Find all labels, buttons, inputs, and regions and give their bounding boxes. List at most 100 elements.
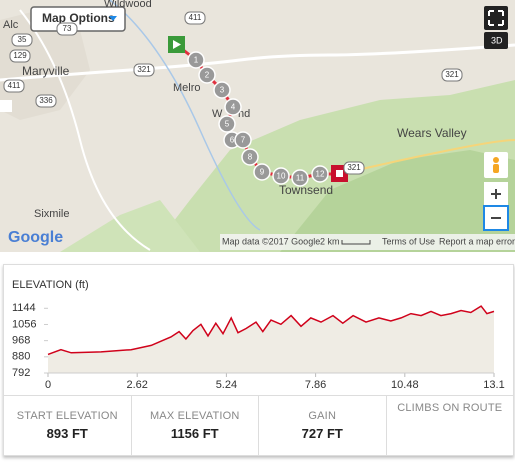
route-shield-label: 411: [189, 13, 202, 22]
route-shield: [343, 161, 365, 175]
map-options-button[interactable]: [30, 6, 126, 32]
dropdown-arrow: [109, 16, 117, 21]
route-marker-label: 4: [231, 103, 236, 112]
scale-label: 2 km: [320, 236, 340, 246]
google-logo: Google: [8, 229, 63, 246]
stat-value: 727 FT: [301, 426, 343, 441]
pegman-body: [493, 164, 499, 173]
start-icon: [173, 40, 181, 49]
x-tick-label: 13.1: [483, 379, 504, 391]
route-marker-label: 7: [241, 136, 246, 145]
y-tick-label: 968: [12, 335, 30, 347]
place-label: Townsend: [279, 183, 333, 197]
road: [0, 43, 515, 82]
route-shield: [35, 94, 57, 108]
route-marker-label: 1: [194, 56, 199, 65]
route-shield-label: 129: [13, 51, 27, 60]
report-link[interactable]: Report a map error: [439, 236, 515, 246]
place-label: Alc: [3, 19, 19, 31]
elevation-chart: ELEVATION (ft) 792 880 968 1056 1144 0 2.62 5.2…: [12, 279, 505, 391]
route-marker[interactable]: [213, 81, 231, 99]
stat: MAX ELEVATION 1156 FT: [132, 396, 259, 456]
route-shield-label: 321: [347, 163, 361, 172]
chart-title: ELEVATION (ft): [12, 279, 89, 291]
stat-value: 1156 FT: [170, 426, 219, 441]
route-marker[interactable]: [198, 66, 216, 84]
stats: START ELEVATION 893 FT MAX ELEVATION 1156 F…: [4, 395, 513, 456]
y-tick-label: 792: [12, 367, 30, 379]
stat: GAIN 727 FT: [259, 396, 387, 456]
route-marker[interactable]: [224, 98, 242, 116]
route-shield-label: 321: [445, 70, 459, 79]
place-label: Wears Valley: [397, 126, 467, 140]
route-marker[interactable]: [187, 51, 205, 69]
route-marker[interactable]: [291, 169, 309, 187]
elevation-area: [48, 306, 494, 373]
place-label: Wildwood: [104, 0, 152, 10]
route-shield-label: 336: [39, 96, 53, 105]
route-shield-label: 321: [137, 65, 151, 74]
route-shield: [184, 11, 206, 25]
x-tick-label: 10.48: [391, 379, 419, 391]
route-shield-label: 35: [18, 35, 27, 44]
forest-area: [60, 200, 200, 252]
3d-label: 3D: [491, 35, 503, 45]
route-marker[interactable]: [241, 148, 259, 166]
y-tick-label: 1056: [12, 318, 36, 330]
end-icon: [336, 170, 343, 177]
3d-button[interactable]: [484, 32, 508, 49]
place-label: Melro: [173, 82, 201, 94]
route-marker[interactable]: [234, 131, 252, 149]
route-shield: [9, 49, 31, 63]
route-marker-label: 3: [220, 86, 225, 95]
map[interactable]: Map Options 3D Map data ©2017 Google 2 k…: [0, 0, 515, 252]
stat-value: 893 FT: [46, 426, 88, 441]
route-shield-label: 411: [8, 81, 21, 90]
map-data: Map data ©2017 Google: [222, 236, 320, 246]
y-tick-label: 1144: [12, 302, 36, 314]
terms-link[interactable]: Terms of Use: [382, 236, 435, 246]
stat-label: CLIMBS ON ROUTE: [397, 402, 503, 414]
y-tick-label: 880: [12, 351, 30, 363]
route-shield: [56, 22, 78, 36]
route-marker[interactable]: [218, 115, 236, 133]
route-shield: [3, 79, 25, 93]
zoom-in-icon: [491, 189, 501, 199]
elevation-line: [47, 305, 495, 356]
forest-area: [280, 150, 515, 252]
route-marker[interactable]: [311, 165, 329, 183]
road: [339, 139, 515, 175]
place-label: Maryville: [22, 64, 70, 78]
route-marker[interactable]: [253, 163, 271, 181]
route-shield: [441, 68, 463, 82]
route-marker-label: 10: [277, 172, 286, 181]
place-label: nd: [238, 108, 250, 120]
stat: CLIMBS ON ROUTE: [387, 396, 514, 456]
route-marker-label: 9: [260, 168, 265, 177]
stat-label: START ELEVATION: [16, 410, 118, 422]
map-options-label: Map Options: [42, 11, 115, 25]
stat-label: GAIN: [308, 410, 337, 422]
place-label: W: [212, 108, 223, 120]
route-marker-label: 11: [296, 174, 305, 183]
fullscreen-icon: [488, 10, 504, 26]
route-marker-label: 8: [248, 153, 253, 162]
route-shield: [133, 63, 155, 77]
route-marker-label: 12: [316, 170, 325, 179]
stat-label: MAX ELEVATION: [149, 410, 240, 422]
river: [109, 0, 261, 231]
x-tick-label: 2.62: [126, 379, 147, 391]
scale-bar: [341, 240, 371, 245]
route-marker[interactable]: [272, 167, 290, 185]
attribution-bar: [220, 234, 515, 250]
road: [19, 9, 151, 251]
elevation-card: ELEVATION (ft) 792 880 968 1056 1144 0 2.62 5.2…: [3, 264, 514, 456]
route-shield-label: 73: [63, 24, 72, 33]
route-marker-label: 2: [205, 71, 210, 80]
x-tick-label: 0: [45, 379, 51, 391]
route-shield: [11, 33, 33, 47]
pegman-head: [493, 157, 499, 163]
place-label: Sixmile: [34, 208, 69, 220]
fullscreen-button[interactable]: [484, 6, 508, 30]
